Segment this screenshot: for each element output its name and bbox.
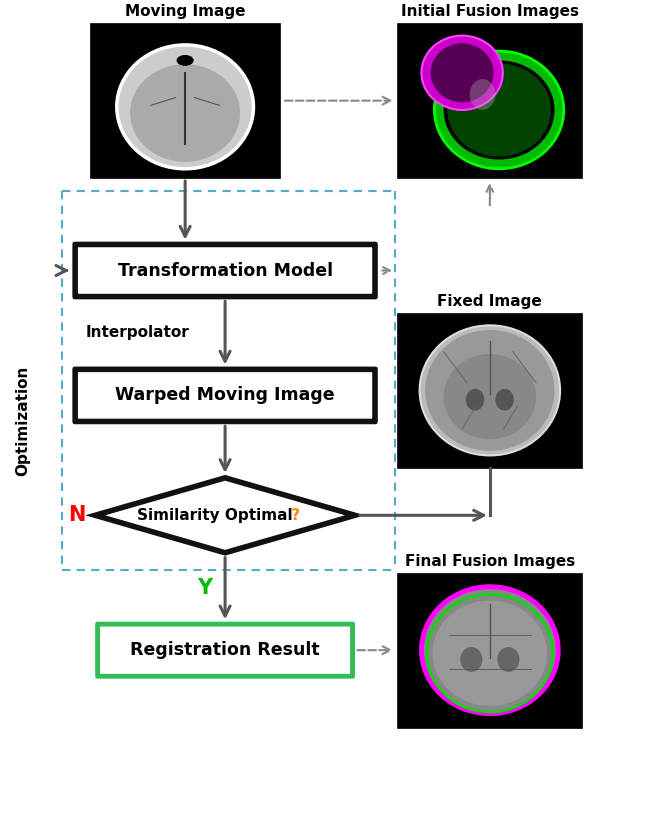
Ellipse shape [421, 35, 503, 110]
Ellipse shape [423, 588, 557, 712]
Ellipse shape [470, 79, 495, 110]
Ellipse shape [433, 601, 547, 706]
Text: Moving Image: Moving Image [125, 4, 245, 19]
Ellipse shape [130, 65, 240, 162]
Text: Initial Fusion Images: Initial Fusion Images [401, 4, 579, 19]
Ellipse shape [434, 51, 564, 169]
Polygon shape [95, 478, 355, 553]
FancyBboxPatch shape [75, 244, 375, 297]
Bar [90, 24, 280, 178]
Bar [397, 24, 582, 178]
Text: Transformation Model: Transformation Model [117, 261, 333, 280]
Ellipse shape [431, 44, 493, 102]
Text: Similarity Optimal: Similarity Optimal [137, 508, 293, 522]
Bar [397, 573, 582, 727]
Ellipse shape [117, 45, 253, 169]
Text: Final Fusion Images: Final Fusion Images [404, 554, 575, 569]
Text: N: N [68, 506, 86, 525]
Ellipse shape [461, 647, 482, 672]
Bar [397, 313, 582, 468]
Text: Optimization: Optimization [15, 365, 30, 475]
FancyBboxPatch shape [75, 370, 375, 422]
Ellipse shape [466, 389, 484, 411]
Text: Interpolator: Interpolator [85, 325, 189, 340]
Text: Warped Moving Image: Warped Moving Image [115, 386, 335, 404]
FancyBboxPatch shape [97, 624, 353, 676]
Ellipse shape [425, 330, 555, 451]
Text: Fixed Image: Fixed Image [437, 294, 542, 309]
Ellipse shape [448, 64, 551, 156]
Ellipse shape [444, 354, 536, 439]
Text: ?: ? [286, 508, 300, 522]
Ellipse shape [495, 389, 514, 411]
Ellipse shape [177, 55, 194, 66]
Ellipse shape [444, 60, 555, 160]
Ellipse shape [420, 325, 560, 455]
Text: Y: Y [197, 579, 213, 598]
Text: Registration Result: Registration Result [130, 641, 320, 659]
Ellipse shape [497, 647, 519, 672]
